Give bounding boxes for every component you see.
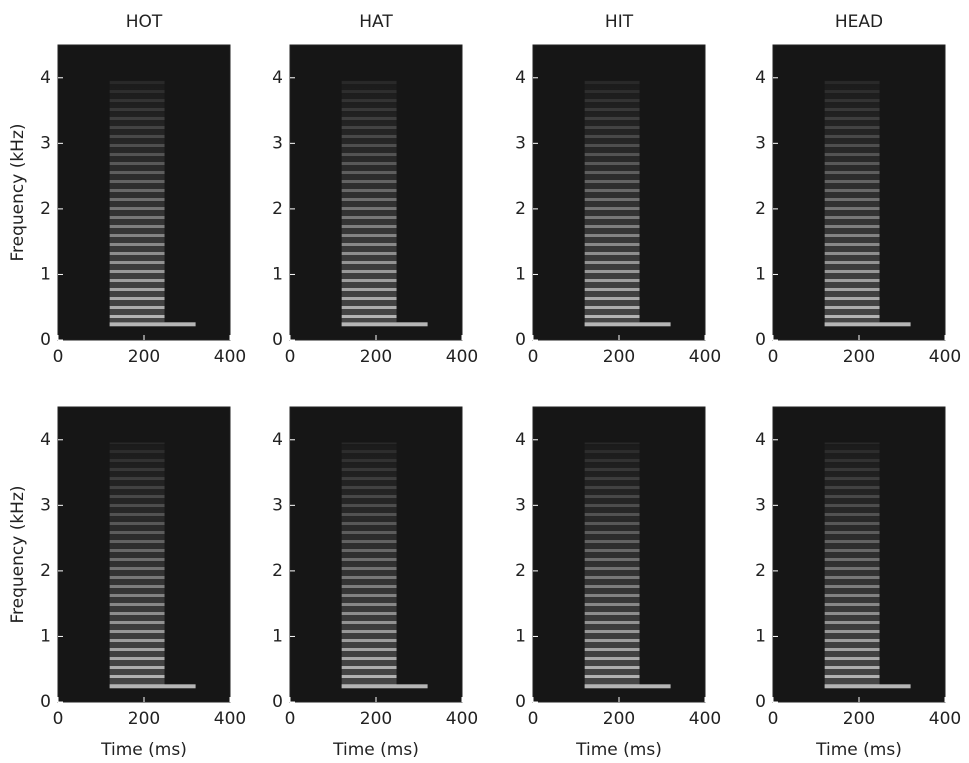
voiced-region (584, 80, 640, 323)
x-axis-label: Time (ms) (332, 740, 419, 760)
x-axis-label: Time (ms) (100, 740, 187, 760)
voiced-region (341, 442, 397, 685)
y-tick-label: 1 (40, 626, 51, 646)
y-tick-label: 3 (272, 495, 283, 515)
y-tick-label: 3 (755, 495, 766, 515)
x-tick-label: 400 (689, 709, 721, 729)
x-tick-label: 200 (603, 347, 635, 367)
baseline-band (584, 684, 671, 689)
voiced-region (109, 442, 165, 685)
x-tick-label: 200 (360, 709, 392, 729)
y-tick-label: 2 (755, 561, 766, 581)
x-tick-label: 200 (843, 709, 875, 729)
y-tick-label: 2 (272, 561, 283, 581)
voiced-region (109, 80, 165, 323)
y-tick-label: 3 (40, 495, 51, 515)
y-tick-label: 0 (515, 330, 526, 350)
y-tick-label: 4 (755, 430, 766, 450)
y-tick-label: 3 (515, 495, 526, 515)
x-axis-label: Time (ms) (575, 740, 662, 760)
y-tick-label: 1 (515, 626, 526, 646)
y-tick-label: 1 (272, 264, 283, 284)
x-tick-label: 400 (689, 347, 721, 367)
y-tick-label: 0 (40, 330, 51, 350)
y-tick-label: 4 (515, 68, 526, 88)
y-tick-label: 2 (40, 199, 51, 219)
y-tick-label: 1 (272, 626, 283, 646)
x-tick-label: 400 (214, 709, 246, 729)
baseline-band (341, 322, 428, 327)
voiced-region (824, 80, 880, 323)
y-tick-label: 3 (755, 133, 766, 153)
y-tick-label: 0 (755, 330, 766, 350)
y-tick-label: 4 (40, 430, 51, 450)
y-tick-label: 1 (40, 264, 51, 284)
baseline-band (824, 684, 911, 689)
y-tick-label: 0 (272, 692, 283, 712)
y-tick-label: 2 (272, 199, 283, 219)
y-tick-label: 4 (272, 68, 283, 88)
y-axis-label: Frequency (kHz) (8, 485, 28, 623)
x-tick-label: 0 (528, 709, 539, 729)
voiced-region (824, 442, 880, 685)
y-tick-label: 1 (755, 264, 766, 284)
x-tick-label: 200 (128, 709, 160, 729)
y-axis-label: Frequency (kHz) (8, 123, 28, 261)
y-tick-label: 2 (755, 199, 766, 219)
y-tick-label: 0 (272, 330, 283, 350)
y-tick-label: 0 (755, 692, 766, 712)
y-tick-label: 2 (515, 561, 526, 581)
voiced-region (584, 442, 640, 685)
y-tick-label: 4 (515, 430, 526, 450)
y-tick-label: 4 (40, 68, 51, 88)
y-tick-label: 1 (515, 264, 526, 284)
x-tick-label: 200 (843, 347, 875, 367)
x-tick-label: 400 (214, 347, 246, 367)
y-tick-label: 4 (755, 68, 766, 88)
baseline-band (341, 684, 428, 689)
x-tick-label: 0 (53, 347, 64, 367)
y-tick-label: 3 (272, 133, 283, 153)
panel-title: HOT (126, 12, 163, 32)
x-tick-label: 0 (528, 347, 539, 367)
x-tick-label: 200 (128, 347, 160, 367)
baseline-band (584, 322, 671, 327)
y-tick-label: 2 (40, 561, 51, 581)
panel-title: HAT (359, 12, 393, 32)
x-tick-label: 0 (768, 709, 779, 729)
x-tick-label: 0 (285, 709, 296, 729)
y-tick-label: 3 (40, 133, 51, 153)
baseline-band (109, 684, 196, 689)
y-tick-label: 0 (40, 692, 51, 712)
x-axis-label: Time (ms) (815, 740, 902, 760)
y-tick-label: 0 (515, 692, 526, 712)
y-tick-label: 3 (515, 133, 526, 153)
x-tick-label: 200 (603, 709, 635, 729)
y-tick-label: 2 (515, 199, 526, 219)
x-tick-label: 0 (285, 347, 296, 367)
x-tick-label: 400 (929, 347, 961, 367)
panel-title: HEAD (835, 12, 883, 32)
panel-title: HIT (605, 12, 634, 32)
y-tick-label: 1 (755, 626, 766, 646)
y-tick-label: 4 (272, 430, 283, 450)
x-tick-label: 400 (929, 709, 961, 729)
x-tick-label: 0 (53, 709, 64, 729)
x-tick-label: 0 (768, 347, 779, 367)
x-tick-label: 200 (360, 347, 392, 367)
voiced-region (341, 80, 397, 323)
x-tick-label: 400 (446, 709, 478, 729)
baseline-band (109, 322, 196, 327)
baseline-band (824, 322, 911, 327)
x-tick-label: 400 (446, 347, 478, 367)
